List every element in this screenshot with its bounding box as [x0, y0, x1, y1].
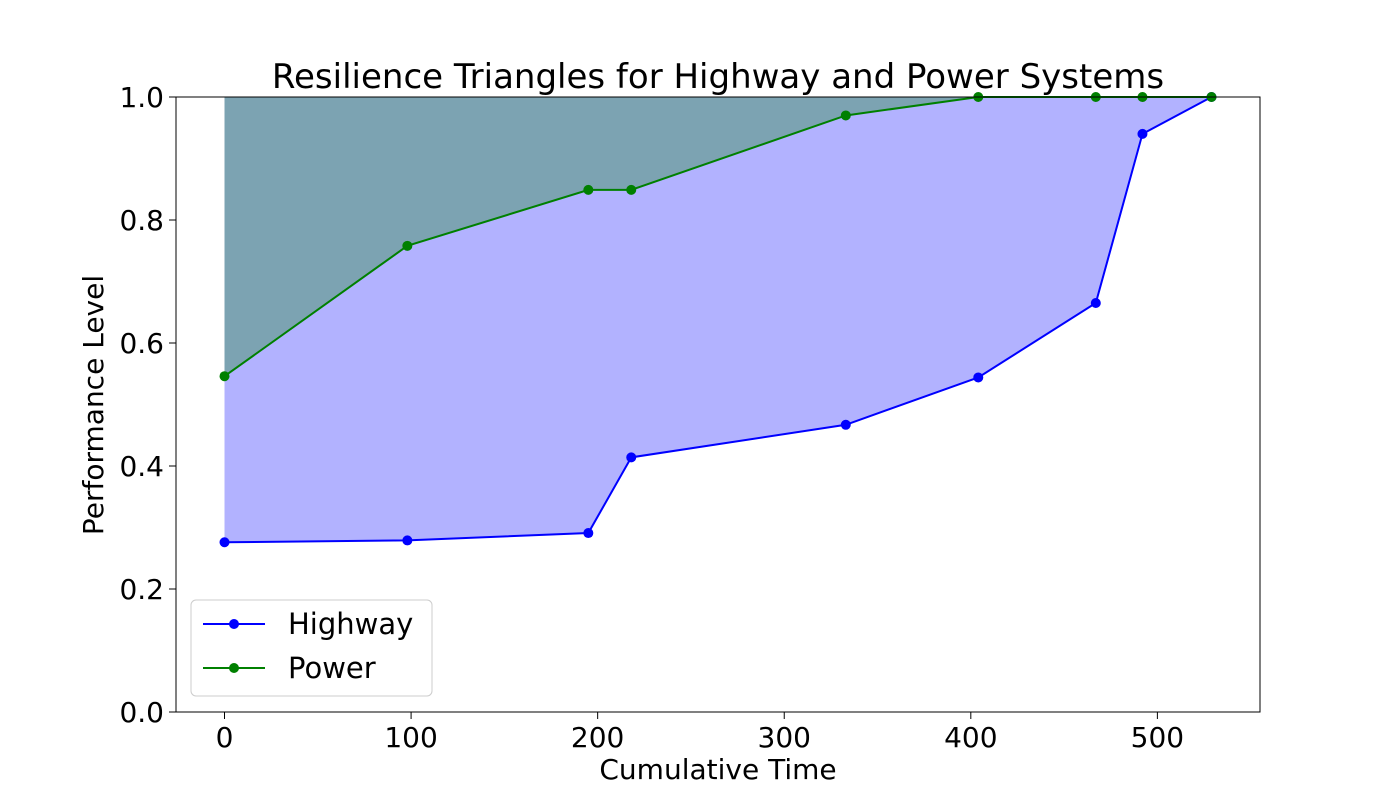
highway-point	[402, 535, 413, 546]
power-point	[219, 371, 230, 382]
highway-point	[840, 419, 851, 430]
highway-point	[219, 537, 230, 548]
y-tick-label: 1.0	[119, 81, 164, 114]
legend: Highway Power	[190, 599, 433, 697]
x-tick-label: 300	[758, 721, 811, 754]
power-point	[402, 240, 413, 251]
x-axis-ticks: 0 100 200 300 400 500	[216, 712, 1184, 754]
highway-point	[1090, 298, 1101, 309]
x-tick-label: 200	[571, 721, 624, 754]
points-layer	[219, 92, 1217, 548]
y-tick-label: 0.0	[119, 696, 164, 729]
highway-point	[626, 452, 637, 463]
x-axis-label: Cumulative Time	[599, 753, 836, 786]
legend-power-label: Power	[288, 651, 376, 685]
y-axis-label: Performance Level	[77, 275, 110, 535]
highway-point	[1137, 128, 1148, 139]
legend-highway-marker	[229, 619, 239, 629]
power-point	[583, 184, 594, 195]
power-area	[224, 97, 1212, 377]
x-tick-label: 500	[1131, 721, 1184, 754]
fills-layer	[224, 97, 1212, 543]
plot-frame	[175, 96, 1261, 713]
y-tick-label: 0.6	[119, 327, 164, 360]
x-tick-label: 100	[384, 721, 437, 754]
x-tick-label: 0	[216, 721, 234, 754]
y-tick-label: 0.8	[119, 204, 164, 237]
highway-point	[583, 528, 594, 539]
power-point	[840, 110, 851, 121]
highway-area	[224, 97, 1212, 543]
legend-power-marker	[229, 663, 239, 673]
x-tick-label: 400	[944, 721, 997, 754]
y-axis-ticks: 0.0 0.2 0.4 0.6 0.8 1.0	[119, 81, 176, 729]
legend-highway-label: Highway	[288, 607, 413, 641]
highway-point	[973, 372, 984, 383]
chart-title: Resilience Triangles for Highway and Pow…	[272, 57, 1164, 97]
y-tick-label: 0.4	[119, 450, 164, 483]
power-point	[626, 184, 637, 195]
y-tick-label: 0.2	[119, 573, 164, 606]
